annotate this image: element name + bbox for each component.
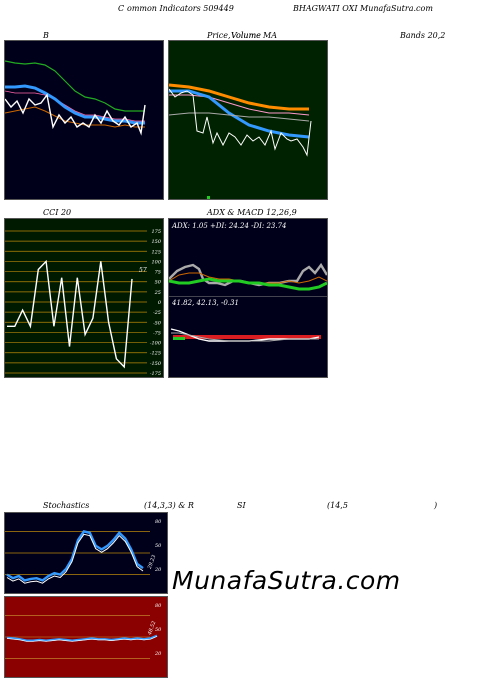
cci-tick-label: -150	[150, 361, 162, 367]
stoch-title: Stochastics	[43, 501, 90, 510]
cci-tick-label: 125	[151, 249, 161, 255]
stoch-params: (14,3,3) & R	[144, 501, 194, 510]
bollinger-panel	[4, 40, 164, 200]
rsi-tick-80: 80	[155, 603, 162, 609]
pv-title-overlay: Volume	[231, 31, 261, 40]
cci-tick-label: -125	[150, 351, 161, 357]
header-right: BHAGWATI OXI MunafaSutra.com	[293, 4, 433, 13]
rsi-line	[6, 634, 158, 642]
macd-title: ADX & MACD 12,26,9	[207, 208, 297, 217]
cci-tick-label: 50	[155, 280, 162, 286]
rsi-tick-20: 20	[155, 651, 162, 657]
rsi-close: )	[434, 501, 438, 510]
price-line	[169, 88, 312, 157]
watermark: MunafaSutra.com	[172, 566, 401, 595]
price-ma-orange	[169, 83, 309, 111]
price-ma-grey	[169, 112, 310, 122]
pv-title-a: Price,	[207, 31, 231, 40]
cci-line	[7, 259, 133, 369]
bb-middle-band	[5, 90, 145, 122]
bands-title: Bands 20,2	[400, 31, 446, 40]
cci-tick-label: -50	[153, 320, 162, 326]
cci-panel: 175 150 125 100 75 50 25 0 -25 -50 -75 -100 -125 -150…	[4, 218, 164, 378]
pv-title-b: Volume	[231, 31, 261, 40]
cci-chart: 175 150 125 100 75 50 25 0 -25 -50 -75 -100 -125 -150…	[5, 229, 162, 377]
cci-tick-label: -175	[150, 371, 161, 377]
bb-title: B	[43, 31, 49, 40]
adx-chart	[169, 262, 327, 297]
stochastics-chart	[5, 530, 150, 584]
header-prefix: C	[118, 4, 125, 13]
pv-title-c: MA	[263, 31, 277, 40]
cci-tick-label: 175	[151, 229, 161, 235]
bb-price-line	[5, 93, 146, 136]
cci-title: CCI 20	[43, 208, 72, 217]
adx-values: ADX: 1.05 +DI: 24.24 -DI: 23.74	[172, 222, 287, 230]
adx-di-plus	[169, 277, 327, 291]
cci-tick-label: 150	[151, 239, 161, 245]
rsi-title: SI	[237, 501, 246, 510]
price-ma-blue	[169, 89, 310, 139]
rsi-panel: 80 50 20 48.52	[4, 596, 168, 678]
stoch-d-line	[6, 533, 144, 584]
cci-value-label: 57	[139, 267, 147, 274]
macd-green-mark	[173, 337, 185, 340]
price-ma-pink	[169, 94, 310, 116]
stochastics-panel: 80 50 20 29.23	[4, 512, 168, 594]
stoch-tick-20: 20	[155, 567, 162, 573]
price-volume-panel	[168, 40, 328, 200]
macd-chart	[170, 328, 321, 342]
bollinger-chart	[5, 60, 146, 136]
macd-zero-bar	[173, 335, 321, 339]
stoch-k-line	[6, 530, 144, 582]
adx-macd-panel: ADX: 1.05 +DI: 24.24 -DI: 23.74 41.82, 4…	[168, 218, 328, 378]
volume-bar	[207, 196, 210, 199]
stoch-tick-80: 80	[155, 519, 162, 525]
stoch-tick-50: 50	[155, 543, 162, 549]
cci-tick-label: 75	[155, 270, 161, 276]
cci-tick-label: 25	[154, 290, 161, 296]
bb-upper-band	[5, 60, 145, 112]
cci-tick-label: -100	[150, 341, 162, 347]
cci-tick-label: -25	[153, 310, 161, 316]
rsi-tick-50: 50	[155, 627, 162, 633]
macd-signal	[171, 332, 319, 342]
cci-tick-label: 100	[151, 259, 161, 265]
cci-tick-label: -75	[153, 330, 161, 336]
cci-tick-label: 0	[158, 300, 162, 306]
header-left: ommon Indicators 509449	[127, 4, 234, 13]
price-volume-chart	[169, 83, 312, 199]
rsi-params: (14,5	[327, 501, 348, 510]
rsi-chart	[5, 615, 158, 659]
rsi-white-line	[6, 635, 158, 642]
macd-values: 41.82, 42.13, -0.31	[172, 299, 239, 307]
